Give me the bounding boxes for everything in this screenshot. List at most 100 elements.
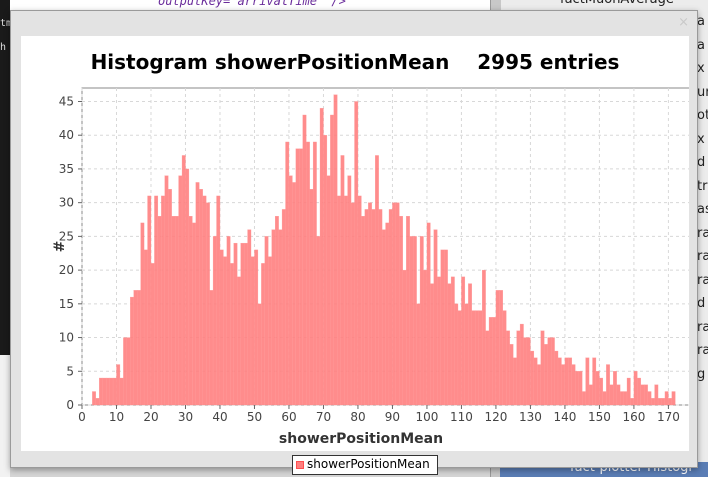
histogram-bar [102, 377, 107, 406]
histogram-bar [554, 350, 559, 406]
y-axis-label: # [52, 241, 68, 253]
histogram-bar [254, 249, 259, 406]
histogram-bar [347, 175, 352, 406]
histogram-bar [381, 229, 386, 406]
chart-title-text: Histogram showerPositionMean [90, 50, 450, 74]
histogram-bar [454, 303, 459, 406]
histogram-bar [116, 364, 121, 406]
histogram-bar [268, 256, 272, 406]
histogram-bar [192, 222, 196, 406]
right-panel-item[interactable]: a [697, 14, 705, 29]
histogram-bar [361, 215, 366, 406]
histogram-bar [481, 269, 486, 406]
histogram-bar [623, 391, 628, 406]
x-tick-label: 140 [553, 410, 576, 424]
histogram-bar [575, 371, 579, 406]
histogram-bar [161, 195, 165, 406]
histogram-bar [371, 209, 376, 406]
histogram-bar [461, 276, 466, 406]
histogram-bar [571, 364, 576, 406]
histogram-bar [209, 290, 214, 406]
histogram-bar [468, 283, 472, 406]
histogram-bar [433, 229, 438, 406]
x-tick-label: 110 [450, 410, 473, 424]
right-panel-item[interactable]: ur [697, 84, 708, 100]
right-panel-item[interactable]: g [697, 366, 706, 382]
histogram-bar [109, 377, 114, 406]
right-panel-item[interactable]: a [697, 37, 705, 53]
histogram-bar [406, 215, 410, 406]
right-panel-item[interactable]: tr [697, 178, 708, 194]
histogram-bar [664, 391, 669, 406]
histogram-bar [506, 330, 510, 406]
right-panel-item[interactable]: ot [697, 108, 708, 123]
histogram-bar [275, 215, 279, 406]
histogram-bar [240, 242, 245, 406]
histogram-bar [568, 357, 572, 406]
x-tick-label: 160 [622, 410, 645, 424]
right-panel-item[interactable]: d [697, 296, 706, 311]
histogram-bar [123, 337, 127, 406]
histogram-bar [164, 175, 169, 406]
histogram-bar [564, 357, 569, 406]
terminal-line: h [0, 42, 7, 53]
histogram-bar [588, 384, 593, 406]
y-tick-label: 25 [59, 229, 74, 243]
histogram-bar [350, 202, 355, 406]
histogram-bar [440, 249, 445, 406]
histogram-bar [599, 377, 604, 406]
right-panel-item[interactable]: ra [697, 343, 708, 358]
histogram-bar [530, 350, 535, 406]
right-panel-item[interactable]: d [697, 155, 706, 170]
histogram-bar [250, 256, 255, 406]
right-panel-item[interactable]: ra [697, 225, 708, 241]
histogram-bar [337, 195, 341, 406]
histogram-bar [671, 391, 676, 406]
histogram-bar [105, 377, 110, 406]
histogram-bar [485, 330, 490, 406]
right-panel-item[interactable]: x [697, 131, 705, 147]
histogram-bar [557, 357, 562, 406]
right-panel-top-item[interactable]: factMuonAverage [560, 0, 674, 7]
right-panel-item[interactable]: ra [697, 249, 708, 264]
histogram-bar [419, 236, 424, 406]
histogram-bar [540, 330, 545, 406]
histogram-bar [637, 377, 641, 406]
histogram-bar [257, 303, 262, 406]
right-panel-item[interactable]: ra [697, 319, 708, 335]
histogram-bar [412, 236, 417, 406]
histogram-bar [513, 357, 517, 406]
histogram-bar [578, 371, 583, 406]
histogram-bar [582, 391, 586, 406]
chart-title: Histogram showerPositionMean 2995 entrie… [21, 50, 689, 74]
editor-gutter [0, 355, 10, 477]
histogram-bar [509, 344, 514, 406]
editor-code-line: outputKey="arrivalTime" /> [158, 0, 346, 8]
histogram-bar [544, 344, 548, 406]
right-panel-item[interactable]: ra [697, 272, 708, 288]
right-panel-item[interactable]: x [697, 61, 705, 76]
histogram-bar [233, 242, 238, 406]
terminal-line: tml [0, 18, 18, 29]
histogram-bar [444, 249, 448, 406]
right-panel-item[interactable]: as [697, 202, 708, 217]
histogram-bar [661, 398, 666, 406]
close-icon[interactable]: × [678, 15, 689, 30]
histogram-bar [130, 296, 134, 406]
histogram-bar [654, 384, 659, 406]
x-tick-label: 40 [212, 410, 227, 424]
histogram-bar [285, 141, 290, 406]
histogram-bar [99, 377, 103, 406]
histogram-bar [295, 148, 300, 406]
histogram-bar [430, 283, 434, 406]
histogram-bar [488, 317, 493, 406]
histogram-bar [651, 398, 655, 406]
histogram-bar [230, 263, 234, 406]
x-tick-label: 70 [316, 410, 331, 424]
histogram-bar [168, 189, 172, 406]
histogram-bar [402, 269, 407, 406]
histogram-bar [471, 310, 476, 406]
histogram-bar [516, 330, 521, 406]
histogram-bar [174, 215, 179, 406]
histogram-bar [423, 269, 428, 406]
